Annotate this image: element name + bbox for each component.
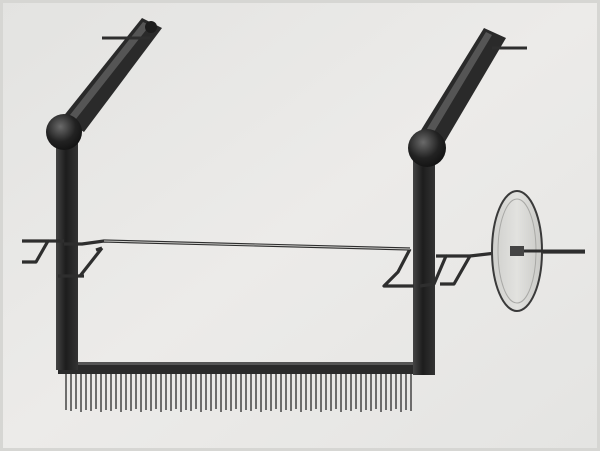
left-arm <box>62 18 162 132</box>
right-joint <box>408 129 446 167</box>
comb-teeth <box>65 372 412 412</box>
right-post <box>413 155 435 375</box>
left-post <box>56 140 78 370</box>
left-joint <box>46 114 82 150</box>
right-arm <box>418 28 527 150</box>
